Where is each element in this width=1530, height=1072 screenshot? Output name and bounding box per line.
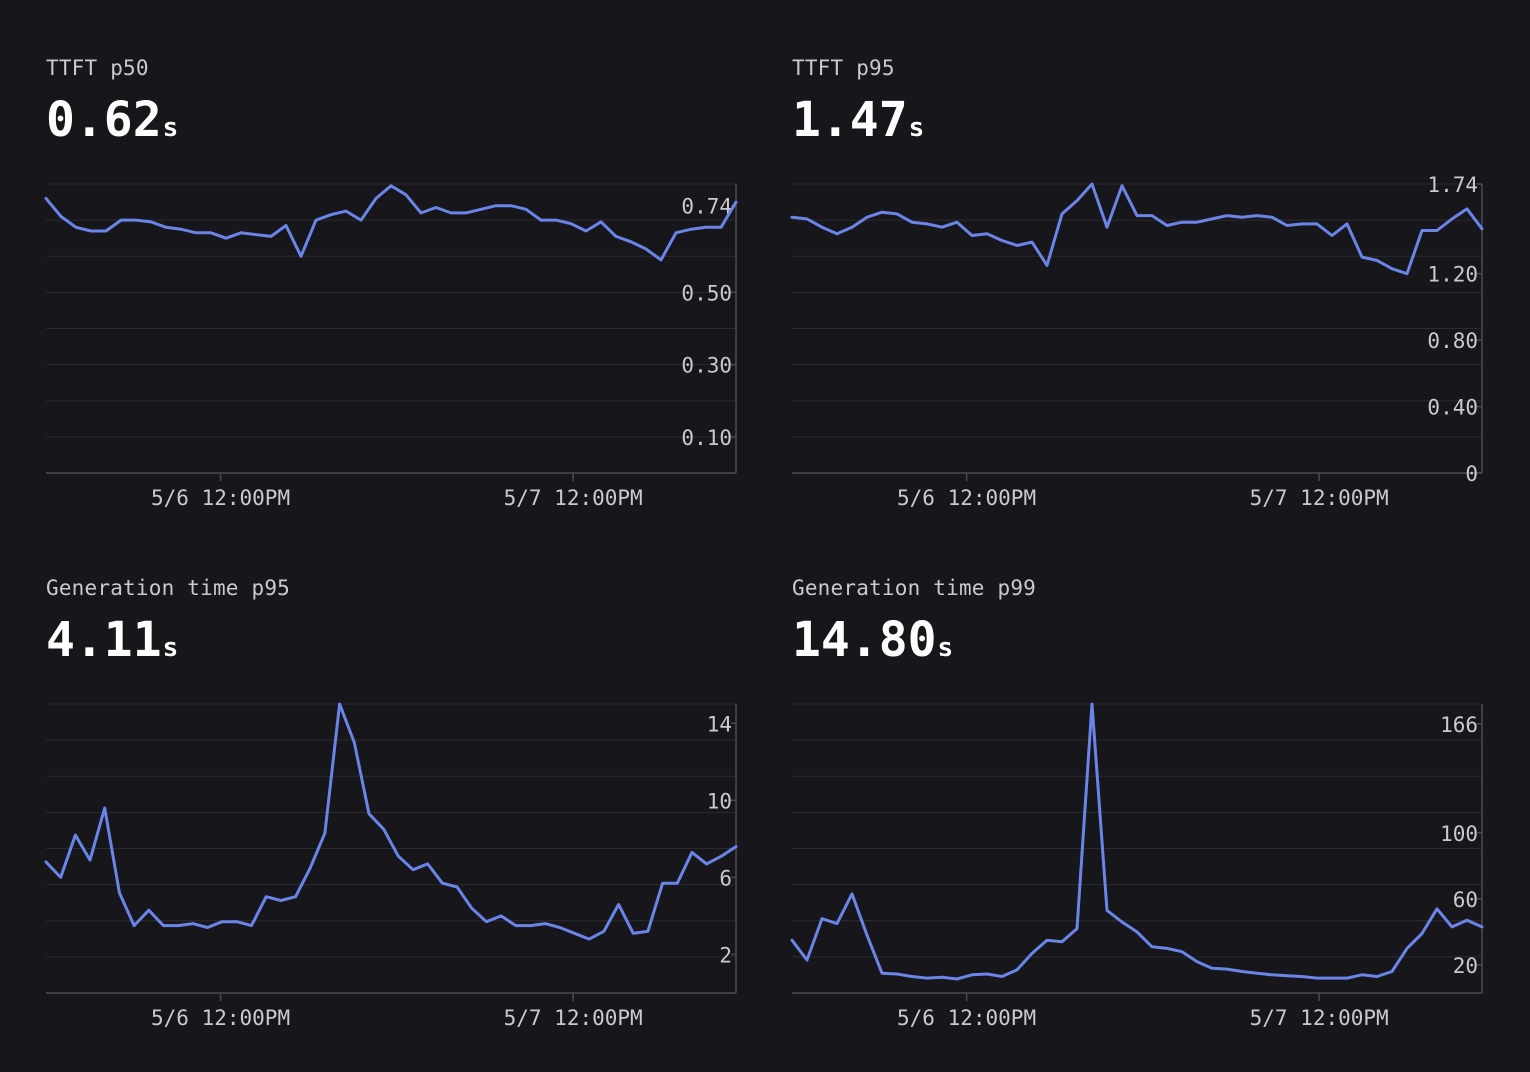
y-tick-label: 0.30 (681, 354, 732, 378)
y-tick-label: 6 (719, 866, 732, 890)
series-line (790, 182, 1484, 276)
value-unit: s (162, 633, 179, 663)
chart-ttft-p95[interactable]: 0 0.40 0.80 1.20 1.74 5/6 12:00PM 5/7 12:00PM (790, 52, 1492, 522)
panel-value: 0.62s (46, 92, 178, 148)
panel-ttft-p95: TTFT p95 1.47s 0 0.40 0.80 1.20 1.74 5/6 12:0… (790, 52, 1492, 552)
value-unit: s (937, 633, 954, 663)
panel-title: Generation time p95 (46, 576, 291, 600)
y-tick-label: 20 (1453, 954, 1478, 978)
y-tick-label: 0 (1465, 462, 1478, 486)
series-line (790, 702, 1484, 981)
panel-title: TTFT p50 (46, 56, 149, 80)
value-number: 0.62 (46, 92, 162, 148)
chart-generation-time-p99[interactable]: 20 60 100 166 5/6 12:00PM 5/7 12:00PM (790, 572, 1492, 1042)
value-unit: s (908, 113, 925, 143)
y-tick-label: 1.20 (1427, 263, 1478, 287)
y-tick-label: 10 (707, 789, 732, 813)
panel-title: TTFT p95 (792, 56, 895, 80)
value-unit: s (162, 113, 179, 143)
panel-value: 4.11s (46, 612, 178, 668)
x-tick-label: 5/7 12:00PM (504, 1006, 643, 1030)
y-tick-label: 166 (1440, 713, 1478, 737)
value-number: 1.47 (792, 92, 908, 148)
x-tick-label: 5/6 12:00PM (151, 1006, 290, 1030)
y-tick-label: 0.40 (1427, 396, 1478, 420)
y-tick-label: 1.74 (1427, 173, 1478, 197)
panel-value: 14.80s (792, 612, 953, 668)
x-tick-label: 5/6 12:00PM (897, 486, 1036, 510)
value-number: 4.11 (46, 612, 162, 668)
y-tick-label: 0.74 (681, 195, 732, 219)
y-tick-label: 0.50 (681, 281, 732, 305)
panel-title: Generation time p99 (792, 576, 1037, 600)
y-tick-label: 2 (719, 943, 732, 967)
y-tick-label: 0.10 (681, 426, 732, 450)
x-tick-label: 5/6 12:00PM (897, 1006, 1036, 1030)
chart-generation-time-p95[interactable]: 2 6 10 14 5/6 12:00PM 5/7 12:00PM (44, 572, 746, 1042)
panel-value: 1.47s (792, 92, 924, 148)
x-tick-label: 5/6 12:00PM (151, 486, 290, 510)
y-tick-label: 60 (1453, 888, 1478, 912)
panel-generation-time-p99: Generation time p99 14.80s 20 60 100 166 5/6… (790, 572, 1492, 1072)
x-tick-label: 5/7 12:00PM (1250, 486, 1389, 510)
panel-ttft-p50: TTFT p50 0.62s 0.10 0.30 0.50 0.74 5/6 12:00… (44, 52, 746, 552)
x-tick-label: 5/7 12:00PM (1250, 1006, 1389, 1030)
y-tick-label: 100 (1440, 822, 1478, 846)
y-tick-label: 14 (707, 712, 732, 736)
value-number: 14.80 (792, 612, 937, 668)
x-tick-label: 5/7 12:00PM (504, 486, 643, 510)
chart-ttft-p50[interactable]: 0.10 0.30 0.50 0.74 5/6 12:00PM 5/7 12:00PM (44, 52, 746, 522)
panel-generation-time-p95: Generation time p95 4.11s 2 6 10 14 5/6 12:0… (44, 572, 746, 1072)
series-line (44, 702, 738, 941)
series-line (44, 184, 738, 262)
y-tick-label: 0.80 (1427, 329, 1478, 353)
